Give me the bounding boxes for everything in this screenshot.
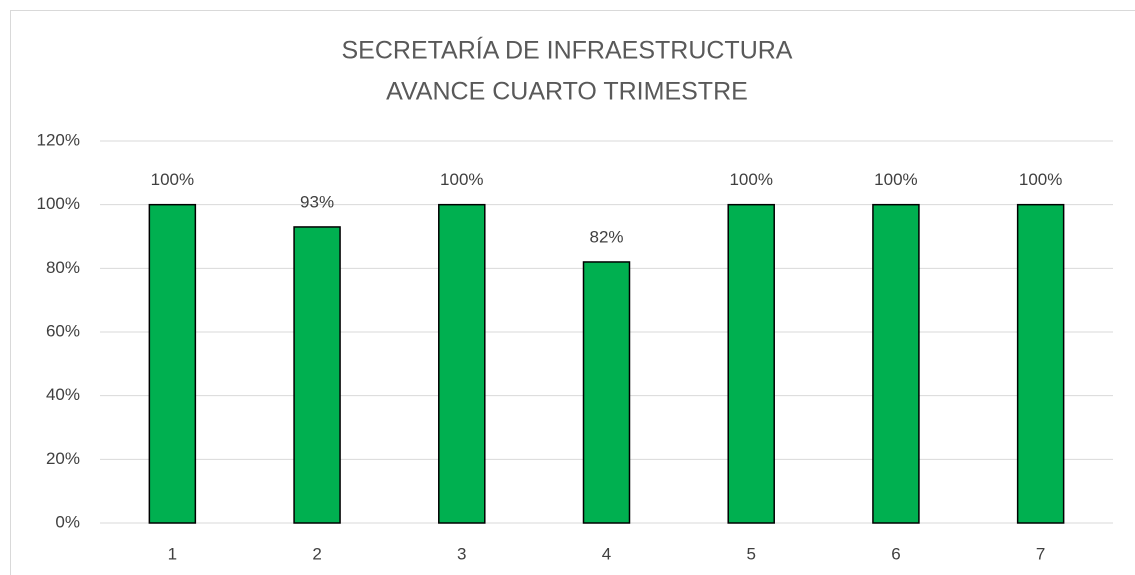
data-label: 100% (1019, 170, 1062, 189)
chart-title: AVANCE CUARTO TRIMESTRE (386, 78, 748, 106)
bar (727, 203, 775, 524)
x-tick-label: 7 (1036, 544, 1045, 563)
bar (1016, 203, 1065, 524)
x-tick-label: 4 (602, 544, 611, 563)
x-tick-label: 5 (746, 544, 755, 563)
y-tick-label: 40% (46, 385, 80, 404)
y-tick-label: 120% (37, 130, 80, 149)
bar (148, 203, 197, 524)
bar (293, 226, 341, 524)
x-tick-label: 3 (457, 544, 466, 563)
y-tick-label: 60% (46, 321, 80, 340)
y-tick-label: 80% (46, 258, 80, 277)
bar (582, 261, 631, 524)
y-tick-label: 0% (55, 512, 80, 531)
data-label: 100% (440, 170, 483, 189)
y-tick-label: 20% (46, 449, 80, 468)
data-label: 100% (874, 170, 917, 189)
data-label: 100% (729, 170, 772, 189)
x-tick-label: 1 (168, 544, 177, 563)
y-tick-label: 100% (37, 194, 80, 213)
data-label: 93% (300, 192, 334, 211)
data-label: 100% (151, 170, 194, 189)
x-tick-label: 2 (312, 544, 321, 563)
bar (438, 203, 486, 524)
data-label: 82% (589, 227, 623, 246)
chart-border (10, 10, 1135, 575)
x-tick-label: 6 (891, 544, 900, 563)
bar (872, 203, 920, 524)
chart-title: SECRETARÍA DE INFRAESTRUCTURA (342, 36, 793, 65)
